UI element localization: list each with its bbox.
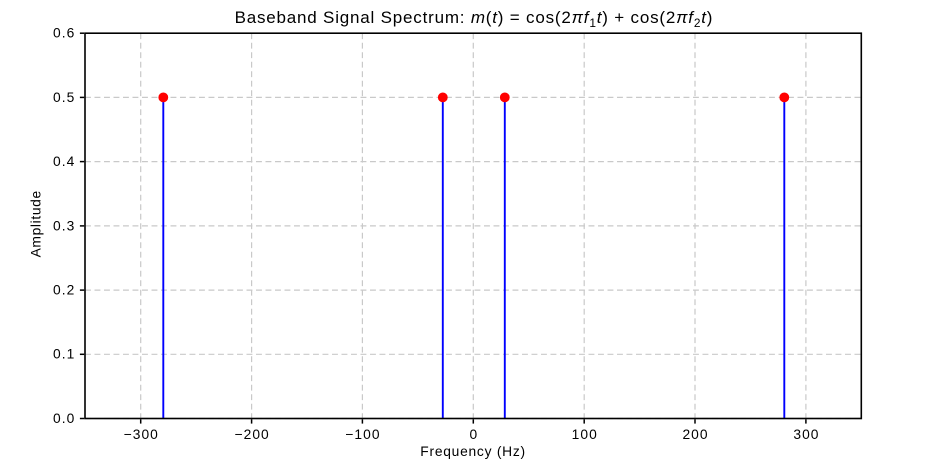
svg-text:0: 0 <box>469 427 478 442</box>
svg-text:0.6: 0.6 <box>53 26 75 41</box>
svg-text:−100: −100 <box>345 427 380 442</box>
svg-text:0.1: 0.1 <box>53 347 75 362</box>
svg-text:100: 100 <box>572 427 598 442</box>
svg-text:Amplitude: Amplitude <box>29 190 44 257</box>
svg-text:200: 200 <box>682 427 708 442</box>
svg-text:0.2: 0.2 <box>53 283 75 298</box>
svg-text:0.4: 0.4 <box>53 154 75 169</box>
svg-text:0.5: 0.5 <box>53 90 75 105</box>
svg-text:Frequency (Hz): Frequency (Hz) <box>420 444 526 459</box>
svg-text:−200: −200 <box>235 427 270 442</box>
svg-text:Baseband Signal Spectrum: m(t): Baseband Signal Spectrum: m(t) = cos(2πf… <box>235 8 714 30</box>
svg-text:0.3: 0.3 <box>53 218 75 233</box>
svg-text:0.0: 0.0 <box>53 411 75 426</box>
svg-text:300: 300 <box>793 427 819 442</box>
svg-text:−300: −300 <box>124 427 159 442</box>
